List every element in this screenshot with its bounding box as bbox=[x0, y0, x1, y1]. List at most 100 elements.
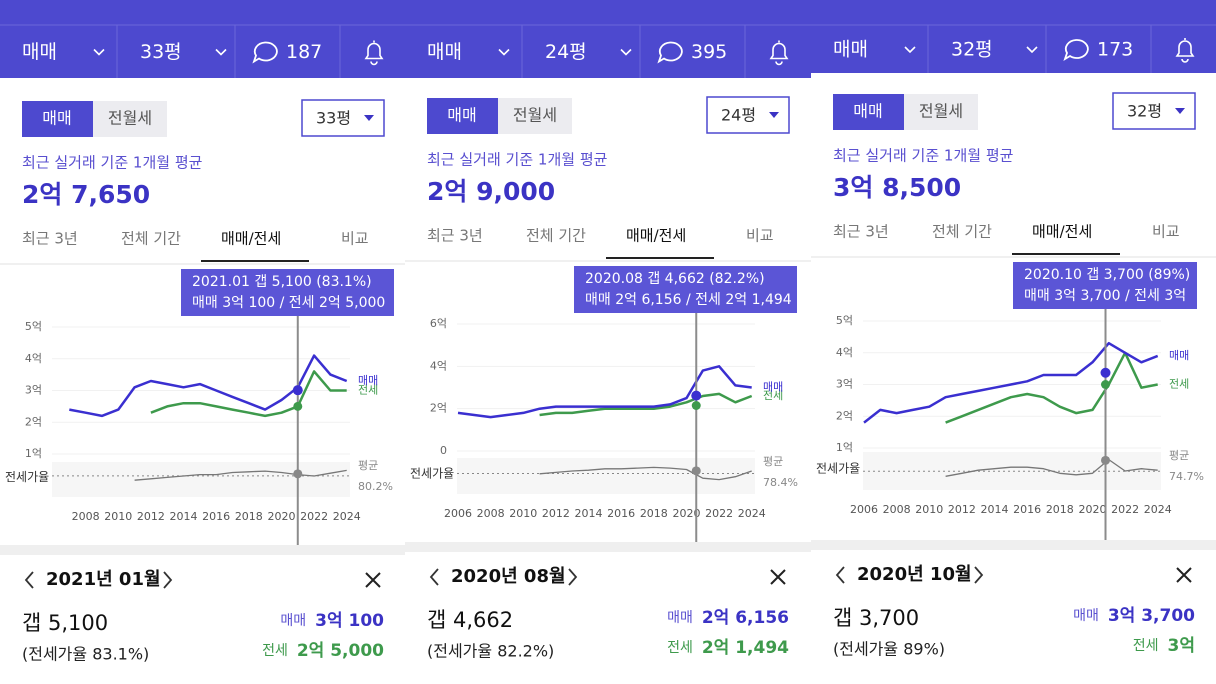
detail-month: 2020년 08월 bbox=[451, 566, 566, 587]
period-tab[interactable]: 전체 기간 bbox=[121, 230, 181, 248]
x-tick-label: 2010 bbox=[509, 507, 537, 520]
cursor-dot bbox=[691, 401, 701, 411]
cursor-dot bbox=[292, 385, 303, 396]
x-tick-label: 2024 bbox=[333, 510, 361, 523]
detail-sale: 3억 100 bbox=[315, 611, 384, 631]
section-divider bbox=[0, 545, 405, 555]
top-bar bbox=[0, 0, 405, 78]
legend-label: 매매 bbox=[358, 374, 378, 387]
toggle-option[interactable]: 매매 bbox=[447, 106, 476, 125]
prev-month[interactable] bbox=[835, 566, 845, 584]
detail-month: 2020년 10월 bbox=[857, 564, 972, 585]
period-tab[interactable]: 전체 기간 bbox=[526, 227, 586, 245]
cursor-dot bbox=[691, 466, 701, 476]
x-tick-label: 2012 bbox=[137, 510, 165, 523]
trade-select[interactable]: 매매 bbox=[833, 39, 868, 61]
y-tick-label: 4억 bbox=[430, 359, 447, 372]
ratio-avg-label: 80.2% bbox=[358, 480, 393, 493]
detail-sale: 2억 6,156 bbox=[702, 608, 789, 628]
toggle-option[interactable]: 전월세 bbox=[108, 109, 152, 128]
x-tick-label: 2018 bbox=[1046, 503, 1074, 516]
cursor-dot bbox=[1101, 455, 1111, 465]
x-tick-label: 2022 bbox=[705, 507, 733, 520]
dropdown-arrow bbox=[1175, 108, 1185, 114]
avg-label: 최근 실거래 기준 1개월 평균 bbox=[427, 151, 608, 169]
detail-sale: 3억 3,700 bbox=[1108, 606, 1195, 626]
period-tab[interactable]: 비교 bbox=[341, 230, 369, 248]
ratio-avg-label: 74.7% bbox=[1169, 470, 1204, 483]
chevron bbox=[498, 48, 510, 56]
period-tab[interactable]: 전체 기간 bbox=[932, 223, 992, 241]
ratio-band bbox=[863, 452, 1161, 490]
period-tab[interactable]: 매매/전세 bbox=[221, 230, 281, 248]
period-tab[interactable]: 매매/전세 bbox=[1032, 223, 1092, 241]
ratio-avg-title: 평균 bbox=[1169, 449, 1189, 462]
close-icon[interactable] bbox=[365, 572, 381, 588]
tooltip-text: 2021.01 갭 5,100 (83.1%) bbox=[192, 274, 372, 290]
toggle-selected bbox=[22, 101, 93, 137]
bell-icon[interactable] bbox=[1175, 38, 1195, 63]
size-dropdown-label: 33평 bbox=[316, 109, 351, 128]
close-icon[interactable] bbox=[770, 569, 786, 585]
bell-icon[interactable] bbox=[769, 40, 789, 66]
trade-select[interactable]: 매매 bbox=[22, 41, 57, 63]
period-tab[interactable]: 매매/전세 bbox=[626, 227, 686, 245]
detail-month: 2021년 01월 bbox=[46, 569, 161, 590]
tooltip-text: 매매 3억 3,700 / 전세 3억 bbox=[1024, 288, 1186, 304]
detail-jeonse: 2억 5,000 bbox=[297, 641, 384, 661]
legend-label: 매매 bbox=[1169, 349, 1189, 362]
comment-icon[interactable] bbox=[657, 41, 683, 64]
y-tick-label: 5억 bbox=[25, 320, 42, 333]
comment-icon[interactable] bbox=[252, 41, 278, 64]
ratio-line bbox=[539, 466, 752, 481]
top-bar bbox=[811, 0, 1216, 73]
toggle-option[interactable]: 매매 bbox=[42, 109, 71, 128]
period-tab[interactable]: 최근 3년 bbox=[427, 227, 483, 245]
next-month[interactable] bbox=[163, 571, 173, 589]
period-tab[interactable]: 최근 3년 bbox=[22, 230, 78, 248]
cursor-dot bbox=[1100, 367, 1111, 378]
period-tab[interactable]: 비교 bbox=[1152, 223, 1180, 241]
size-select[interactable]: 33평 bbox=[140, 41, 182, 63]
legend-label: 매매 bbox=[763, 381, 783, 394]
toggle-selected bbox=[833, 94, 904, 130]
next-month[interactable] bbox=[568, 568, 578, 586]
ratio-label: 전세가율 bbox=[410, 467, 454, 481]
x-tick-label: 2014 bbox=[981, 503, 1009, 516]
prev-month[interactable] bbox=[429, 568, 439, 586]
toggle-option[interactable]: 전월세 bbox=[919, 102, 963, 121]
x-tick-label: 2006 bbox=[850, 503, 878, 516]
size-select[interactable]: 24평 bbox=[545, 41, 587, 63]
comment-count[interactable]: 173 bbox=[1097, 39, 1133, 61]
x-tick-label: 2012 bbox=[948, 503, 976, 516]
next-month[interactable] bbox=[974, 566, 984, 584]
toggle-option[interactable]: 매매 bbox=[853, 102, 882, 121]
detail-ratio: (전세가율 83.1%) bbox=[22, 645, 149, 664]
x-tick-label: 2018 bbox=[640, 507, 668, 520]
section-divider bbox=[405, 542, 811, 552]
x-tick-label: 2006 bbox=[444, 507, 472, 520]
close-icon[interactable] bbox=[1176, 567, 1192, 583]
trade-select[interactable]: 매매 bbox=[427, 41, 462, 63]
size-select[interactable]: 32평 bbox=[951, 39, 993, 61]
legend-label: 전세 bbox=[1169, 378, 1189, 391]
detail-jeonse: 2억 1,494 bbox=[702, 638, 789, 658]
size-dropdown-label: 24평 bbox=[721, 106, 756, 125]
chevron bbox=[215, 48, 227, 56]
y-tick-label: 3억 bbox=[836, 378, 853, 391]
period-tab[interactable]: 비교 bbox=[746, 227, 774, 245]
period-tab[interactable]: 최근 3년 bbox=[833, 223, 889, 241]
prev-month[interactable] bbox=[24, 571, 34, 589]
comment-count[interactable]: 395 bbox=[691, 41, 727, 63]
bell-icon[interactable] bbox=[364, 40, 384, 66]
price-line bbox=[457, 365, 752, 419]
dropdown-arrow bbox=[364, 115, 374, 121]
comment-count[interactable]: 187 bbox=[286, 41, 322, 63]
ratio-avg-title: 평균 bbox=[358, 459, 378, 472]
toggle-option[interactable]: 전월세 bbox=[513, 106, 557, 125]
comment-icon[interactable] bbox=[1063, 39, 1089, 62]
detail-jeonse-label: 전세 bbox=[1133, 638, 1159, 654]
